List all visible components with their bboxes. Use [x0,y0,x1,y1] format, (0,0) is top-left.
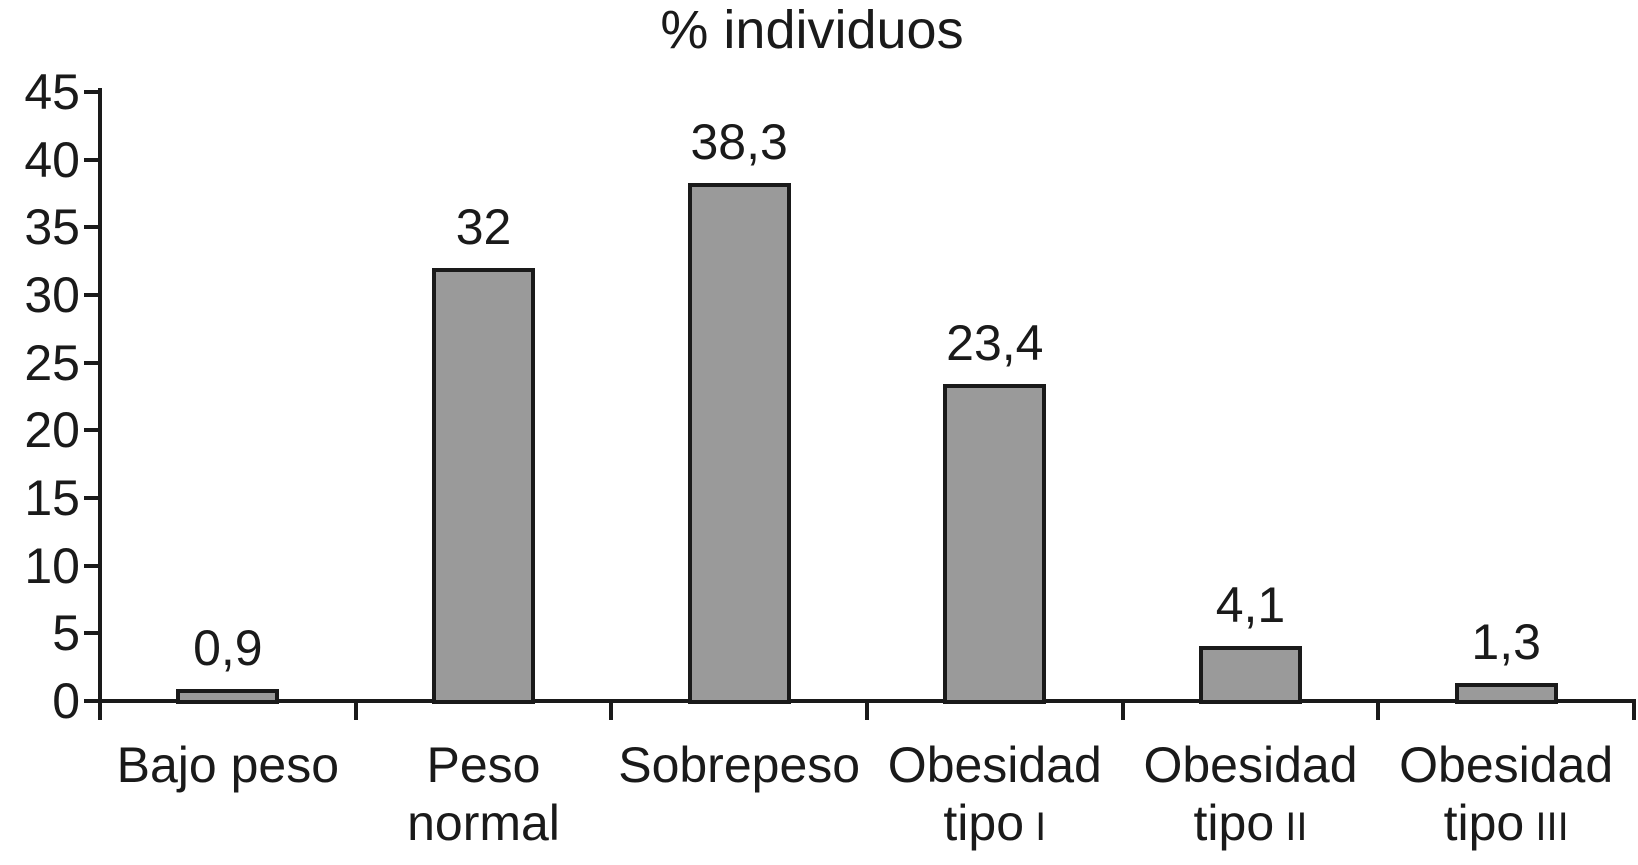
y-tick [84,496,100,500]
bar [176,688,280,704]
bar [943,384,1047,704]
x-tick [865,699,869,720]
y-tick-label: 35 [24,199,80,256]
y-tick-label: 25 [24,334,80,391]
x-category-label: Bajo peso [100,736,356,794]
y-tick [84,563,100,568]
x-category-label-line: Obesidad [1399,737,1614,793]
y-tick-label: 0 [52,673,80,729]
bar-value-label: 1,3 [1471,614,1541,671]
x-category-label-line: Peso [426,737,541,793]
y-tick [84,90,100,94]
bar [1199,645,1302,704]
bar [687,182,791,704]
x-category-label: Peso normal [356,736,612,852]
bar-value-label: 4,1 [1215,576,1286,633]
y-tick [84,631,100,636]
roman-numeral: III [1524,805,1569,849]
x-tick [1376,699,1381,720]
roman-numeral: II [1274,805,1308,849]
x-category-label-line: tipo III [1443,795,1569,851]
y-tick-label: 15 [24,470,80,526]
x-category-label: Obesidad tipo II [1123,736,1379,856]
x-tick [1632,699,1636,720]
bar [1454,683,1558,704]
x-category-label-line: Obesidad [887,737,1102,793]
roman-numeral: I [1024,805,1047,849]
y-tick-label: 10 [24,537,80,594]
y-tick [84,225,100,230]
y-tick-label: 5 [52,605,80,662]
x-tick [98,699,102,720]
y-tick-label: 45 [24,64,80,120]
bar-value-label: 23,4 [946,315,1044,372]
bar-value-label: 38,3 [690,113,788,170]
y-tick [84,428,100,433]
x-tick [609,699,614,720]
y-tick [84,699,100,703]
chart-title: % individuos [660,0,964,60]
x-category-label-line: Bajo peso [116,737,340,793]
y-axis-line [98,88,102,703]
x-category-label-line: Sobrepeso [618,737,861,793]
bar [432,267,535,704]
x-category-label-line: tipo I [943,795,1047,851]
bar-value-label: 0,9 [193,619,263,676]
y-tick [84,157,100,162]
bar-value-label: 32 [455,198,512,255]
x-category-label-line: Obesidad [1143,737,1358,793]
y-tick-label: 40 [24,131,80,188]
y-tick-label: 30 [24,267,80,323]
x-category-label: Obesidad tipo III [1378,736,1634,856]
x-tick [1120,699,1125,720]
y-tick [84,360,100,365]
x-category-label-line: normal [407,795,560,851]
x-category-label: Sobrepeso [611,736,867,794]
y-tick [84,293,100,297]
x-tick [353,699,358,720]
x-category-label: Obesidad tipo I [867,736,1123,856]
x-category-label-line: tipo II [1193,795,1308,851]
y-tick-label: 20 [24,402,80,459]
